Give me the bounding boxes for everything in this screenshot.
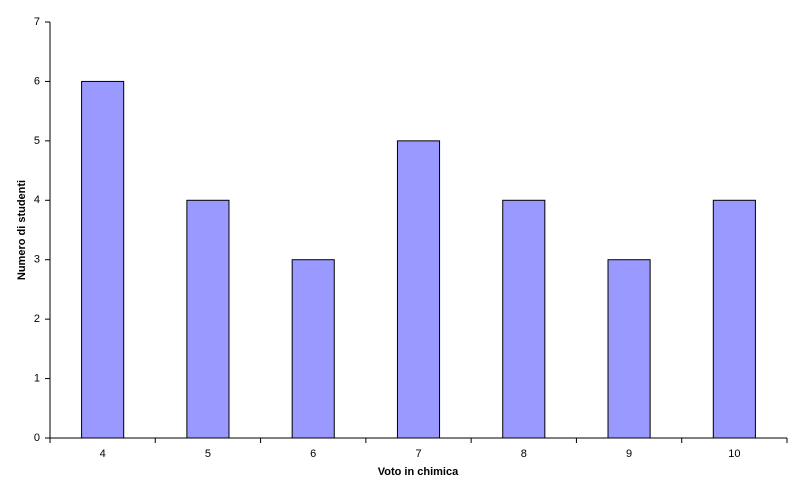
- x-tick-label: 10: [728, 448, 740, 460]
- x-tick-label: 8: [521, 448, 527, 460]
- y-tick-label: 1: [34, 372, 40, 384]
- y-tick-label: 3: [34, 254, 40, 266]
- bar: [291, 259, 335, 439]
- x-tick-label: 6: [310, 448, 316, 460]
- x-tick-label: 4: [100, 448, 106, 460]
- bar: [81, 80, 125, 439]
- x-axis-label: Voto in chimica: [378, 466, 459, 478]
- y-tick-label: 4: [34, 194, 40, 206]
- bar: [186, 199, 230, 439]
- y-tick-label: 6: [34, 75, 40, 87]
- y-tick-label: 5: [34, 135, 40, 147]
- bar: [502, 199, 546, 439]
- y-axis-label: Numero di studenti: [16, 180, 28, 280]
- x-tick-label: 9: [626, 448, 632, 460]
- y-tick-label: 0: [34, 432, 40, 444]
- bar: [712, 199, 756, 439]
- x-tick-label: 7: [415, 448, 421, 460]
- y-tick-label: 2: [34, 313, 40, 325]
- x-tick-label: 5: [205, 448, 211, 460]
- y-tick-label: 7: [34, 16, 40, 28]
- bar: [607, 259, 651, 439]
- bar: [396, 140, 441, 439]
